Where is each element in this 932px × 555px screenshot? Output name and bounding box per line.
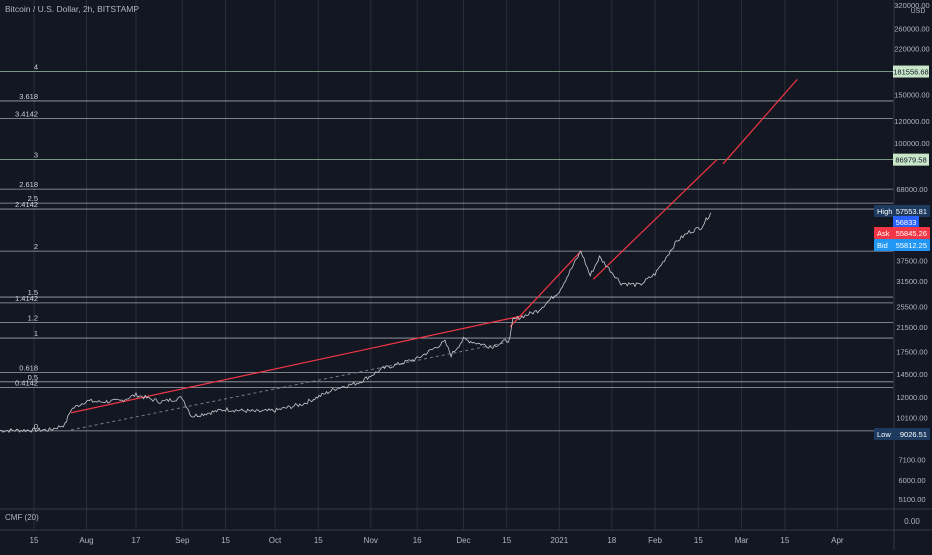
time-tick-label: 18 <box>607 536 616 545</box>
time-tick-label: 16 <box>413 536 422 545</box>
time-tick-label: 2021 <box>550 536 568 545</box>
price-tick-label: 260000.00 <box>894 25 929 34</box>
price-tick-label: 120000.00 <box>894 117 929 126</box>
price-tick-label: 37500.00 <box>896 256 927 265</box>
time-tick-label: 15 <box>780 536 789 545</box>
price-tick-label: 5100.00 <box>898 495 925 504</box>
price-tick-label: 31500.00 <box>896 277 927 286</box>
price-tick-label: 17500.00 <box>896 348 927 357</box>
price-tick-label: 14500.00 <box>896 370 927 379</box>
low-badge-value: 9026.51 <box>900 430 927 439</box>
time-tick-label: Mar <box>735 536 749 545</box>
fib-level-label: 1.5 <box>28 288 38 297</box>
indicator-label: CMF (20) <box>5 513 39 522</box>
fib-level-label: 1 <box>34 329 38 338</box>
price-series-line <box>0 212 712 433</box>
dashed-trendline <box>70 341 510 431</box>
level-price-badge <box>893 65 929 78</box>
red-trendline <box>722 79 798 165</box>
low-badge-label: Low <box>877 430 891 439</box>
fib-level-label: 3.4142 <box>15 110 38 119</box>
high-badge-label: High <box>877 207 892 216</box>
time-tick-label: 15 <box>502 536 511 545</box>
price-axis-top-label: 320000.00 <box>894 1 929 10</box>
time-tick-label: 15 <box>694 536 703 545</box>
fib-level-label: 0.618 <box>19 363 38 372</box>
time-tick-label: 17 <box>132 536 141 545</box>
price-tick-label: 68000.00 <box>896 185 927 194</box>
bid-badge-label: Bid <box>877 241 888 250</box>
high-badge-value: 57553.81 <box>896 207 927 216</box>
price-tick-label: 10100.00 <box>896 413 927 422</box>
fib-level-label: 0.5 <box>28 373 38 382</box>
last-price-value: 56833 <box>896 218 917 227</box>
indicator-axis-label: 0.00 <box>904 517 920 526</box>
fib-level-label: 2.5 <box>28 194 38 203</box>
time-tick-label: 15 <box>221 536 230 545</box>
fib-level-label: 2.618 <box>19 180 38 189</box>
fib-level-label: 2.4142 <box>15 200 38 209</box>
ask-badge-label: Ask <box>877 229 890 238</box>
price-tick-label: 220000.00 <box>894 45 929 54</box>
bid-badge <box>874 239 930 251</box>
fib-level-label: 2 <box>34 242 38 251</box>
level-price-value: 86979.58 <box>895 156 926 165</box>
ask-badge <box>874 227 930 239</box>
time-tick-label: Sep <box>175 536 190 545</box>
low-badge <box>874 428 930 440</box>
time-tick-label: 15 <box>314 536 323 545</box>
fib-level-label: 0.4142 <box>15 379 38 388</box>
time-tick-label: Oct <box>269 536 282 545</box>
red-trendline <box>592 159 718 280</box>
bid-badge-value: 55812.25 <box>896 241 927 250</box>
price-tick-label: 7100.00 <box>898 456 925 465</box>
time-tick-label: Aug <box>79 536 93 545</box>
fib-level-label: 1.4142 <box>15 294 38 303</box>
currency-label: USD <box>911 8 926 15</box>
fib-level-label: 3 <box>34 151 38 160</box>
time-tick-label: Dec <box>456 536 470 545</box>
red-trendline <box>509 250 582 328</box>
price-tick-label: 100000.00 <box>894 139 929 148</box>
price-tick-label: 25500.00 <box>896 303 927 312</box>
price-tick-label: 21500.00 <box>896 323 927 332</box>
ask-badge-value: 55845.26 <box>896 229 927 238</box>
time-tick-label: Nov <box>364 536 378 545</box>
level-price-value: 181556.68 <box>893 68 928 77</box>
last-price-badge <box>893 216 919 228</box>
level-price-badge <box>893 153 929 166</box>
fib-level-label: 1.2 <box>28 314 38 323</box>
fib-level-label: 4 <box>34 63 38 72</box>
price-tick-label: 6000.00 <box>898 476 925 485</box>
chart-title: Bitcoin / U.S. Dollar, 2h, BITSTAMP <box>5 4 139 14</box>
time-tick-label: Apr <box>831 536 844 545</box>
fib-level-label: 0 <box>34 422 38 431</box>
high-badge <box>874 205 930 217</box>
fib-level-label: 3.618 <box>19 92 38 101</box>
time-tick-label: Feb <box>648 536 662 545</box>
time-tick-label: 15 <box>30 536 39 545</box>
price-tick-label: 12000.00 <box>896 393 927 402</box>
price-tick-label: 150000.00 <box>894 90 929 99</box>
